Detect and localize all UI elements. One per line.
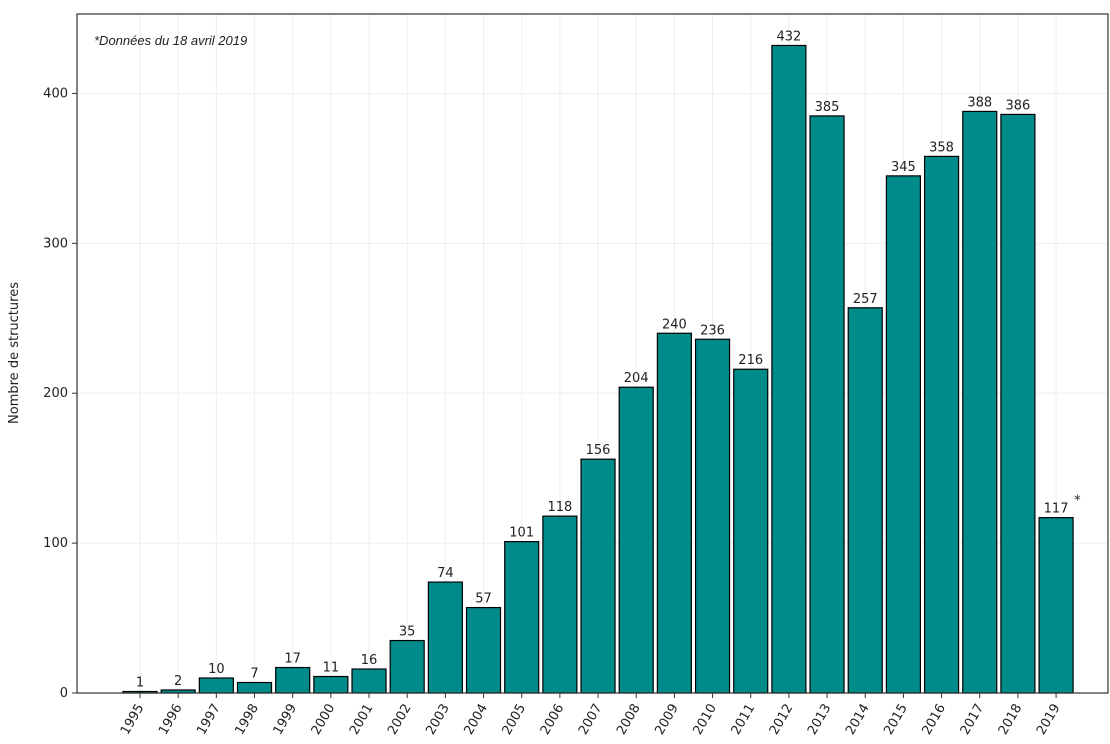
- x-tick-label: 1995: [118, 702, 148, 738]
- value-label: 216: [738, 353, 763, 368]
- bar: [427, 581, 463, 694]
- value-label: 74: [437, 566, 454, 581]
- x-tick-label: 2005: [500, 702, 530, 738]
- value-label: 388: [967, 95, 992, 110]
- value-label: 7: [250, 667, 258, 682]
- value-label: 257: [853, 292, 878, 307]
- bar: [733, 368, 769, 694]
- bar: [771, 44, 807, 694]
- bar: [847, 307, 883, 694]
- value-label: 118: [547, 500, 572, 515]
- bar: [580, 458, 616, 694]
- value-label: 345: [891, 160, 916, 175]
- bar: [313, 675, 349, 694]
- bar: [465, 606, 502, 694]
- value-label: 240: [662, 317, 687, 332]
- x-tick-label: 2017: [958, 702, 988, 738]
- y-axis-label: Nombre de structures: [7, 282, 22, 424]
- y-tick-label: 300: [43, 236, 68, 251]
- annotation: *: [1074, 494, 1081, 509]
- value-label: 385: [815, 100, 840, 115]
- x-tick-label: 2002: [385, 702, 415, 738]
- bar: [694, 338, 731, 694]
- value-label: 1: [136, 676, 144, 691]
- bar: [542, 515, 578, 694]
- bar: [1000, 113, 1036, 694]
- bar: [1038, 517, 1074, 694]
- bar: [198, 677, 234, 694]
- value-label: 101: [509, 526, 534, 541]
- value-label: 16: [361, 653, 378, 668]
- x-tick-label: 1997: [194, 702, 224, 738]
- x-tick-label: 2014: [843, 702, 873, 738]
- x-tick-label: 2009: [652, 702, 682, 738]
- value-label: 57: [475, 592, 492, 607]
- value-label: 35: [399, 625, 416, 640]
- x-tick-label: 1996: [156, 702, 186, 738]
- value-label: 10: [208, 662, 225, 677]
- plot-frame: [76, 13, 1109, 694]
- bar: [923, 155, 960, 694]
- bar: [618, 386, 654, 694]
- value-label: 117: [1044, 502, 1069, 517]
- bar: [885, 175, 922, 694]
- value-label: 386: [1005, 98, 1030, 113]
- y-tick-label: 0: [60, 686, 68, 701]
- x-tick-label: 2010: [690, 702, 720, 738]
- x-tick-label: 2012: [767, 702, 797, 738]
- bar: [351, 668, 387, 694]
- x-tick-label: 2001: [347, 702, 377, 738]
- x-tick-label: 2011: [729, 702, 759, 738]
- x-tick-label: 2007: [576, 702, 606, 738]
- value-label: 432: [776, 29, 801, 44]
- bar: [809, 115, 845, 694]
- x-tick-label: 2008: [614, 702, 644, 738]
- bar: [236, 681, 273, 694]
- x-tick-label: 2006: [538, 702, 568, 738]
- bar: [389, 639, 425, 694]
- y-tick-label: 100: [43, 536, 68, 551]
- x-tick-label: 2019: [1034, 702, 1064, 738]
- x-tick-label: 2000: [309, 702, 339, 738]
- value-label: 156: [586, 443, 611, 458]
- bar: [504, 541, 540, 694]
- value-label: 2: [174, 674, 182, 689]
- value-label: 17: [284, 652, 301, 667]
- x-tick-label: 2016: [919, 702, 949, 738]
- annotation: *Données du 18 avril 2019: [94, 33, 247, 48]
- x-tick-label: 2018: [996, 701, 1026, 737]
- bar: [962, 110, 998, 694]
- value-label: 11: [323, 661, 340, 676]
- x-tick-label: 2003: [423, 702, 453, 738]
- bar: [275, 666, 311, 694]
- value-label: 358: [929, 140, 954, 155]
- bar: [656, 332, 692, 694]
- value-label: 236: [700, 323, 725, 338]
- x-tick-label: 1998: [232, 702, 262, 738]
- x-tick-label: 2004: [461, 702, 491, 738]
- y-tick-label: 200: [43, 386, 68, 401]
- x-tick-label: 2013: [805, 702, 835, 738]
- y-tick-label: 400: [43, 86, 68, 101]
- x-tick-label: 2015: [881, 702, 911, 738]
- value-label: 204: [624, 371, 649, 386]
- x-tick-label: 1999: [271, 702, 301, 738]
